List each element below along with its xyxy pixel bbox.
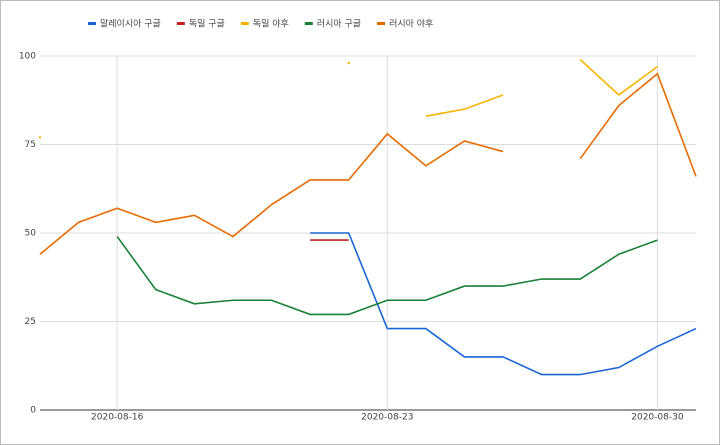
y-tick-label: 100 bbox=[19, 52, 36, 62]
line bbox=[579, 72, 697, 177]
y-tick-label: 0 bbox=[30, 406, 36, 416]
line bbox=[116, 236, 658, 316]
x-tick-label: 2020-08-16 bbox=[91, 413, 144, 423]
legend-label: 독일 야후 bbox=[253, 19, 289, 30]
point bbox=[347, 61, 350, 65]
legend-swatch bbox=[88, 22, 96, 25]
line bbox=[310, 232, 697, 376]
legend-swatch bbox=[176, 22, 185, 25]
legend-swatch bbox=[240, 22, 249, 25]
x-tick-label: 2020-08-30 bbox=[631, 413, 684, 423]
line bbox=[39, 132, 504, 255]
legend-label: 러시아 구글 bbox=[317, 19, 361, 30]
legend-swatch bbox=[377, 22, 386, 25]
point bbox=[38, 136, 42, 139]
legend-label: 러시아 야후 bbox=[389, 19, 433, 30]
legend-label: 독일 구글 bbox=[189, 19, 225, 30]
y-tick-label: 50 bbox=[25, 229, 37, 239]
legend-label: 말레이시아 구글 bbox=[100, 18, 161, 30]
y-tick-label: 25 bbox=[25, 317, 36, 327]
y-tick-label: 75 bbox=[25, 140, 36, 150]
line bbox=[579, 58, 658, 96]
x-tick-label: 2020-08-23 bbox=[361, 413, 413, 423]
line bbox=[425, 94, 504, 117]
legend-swatch bbox=[304, 22, 313, 25]
